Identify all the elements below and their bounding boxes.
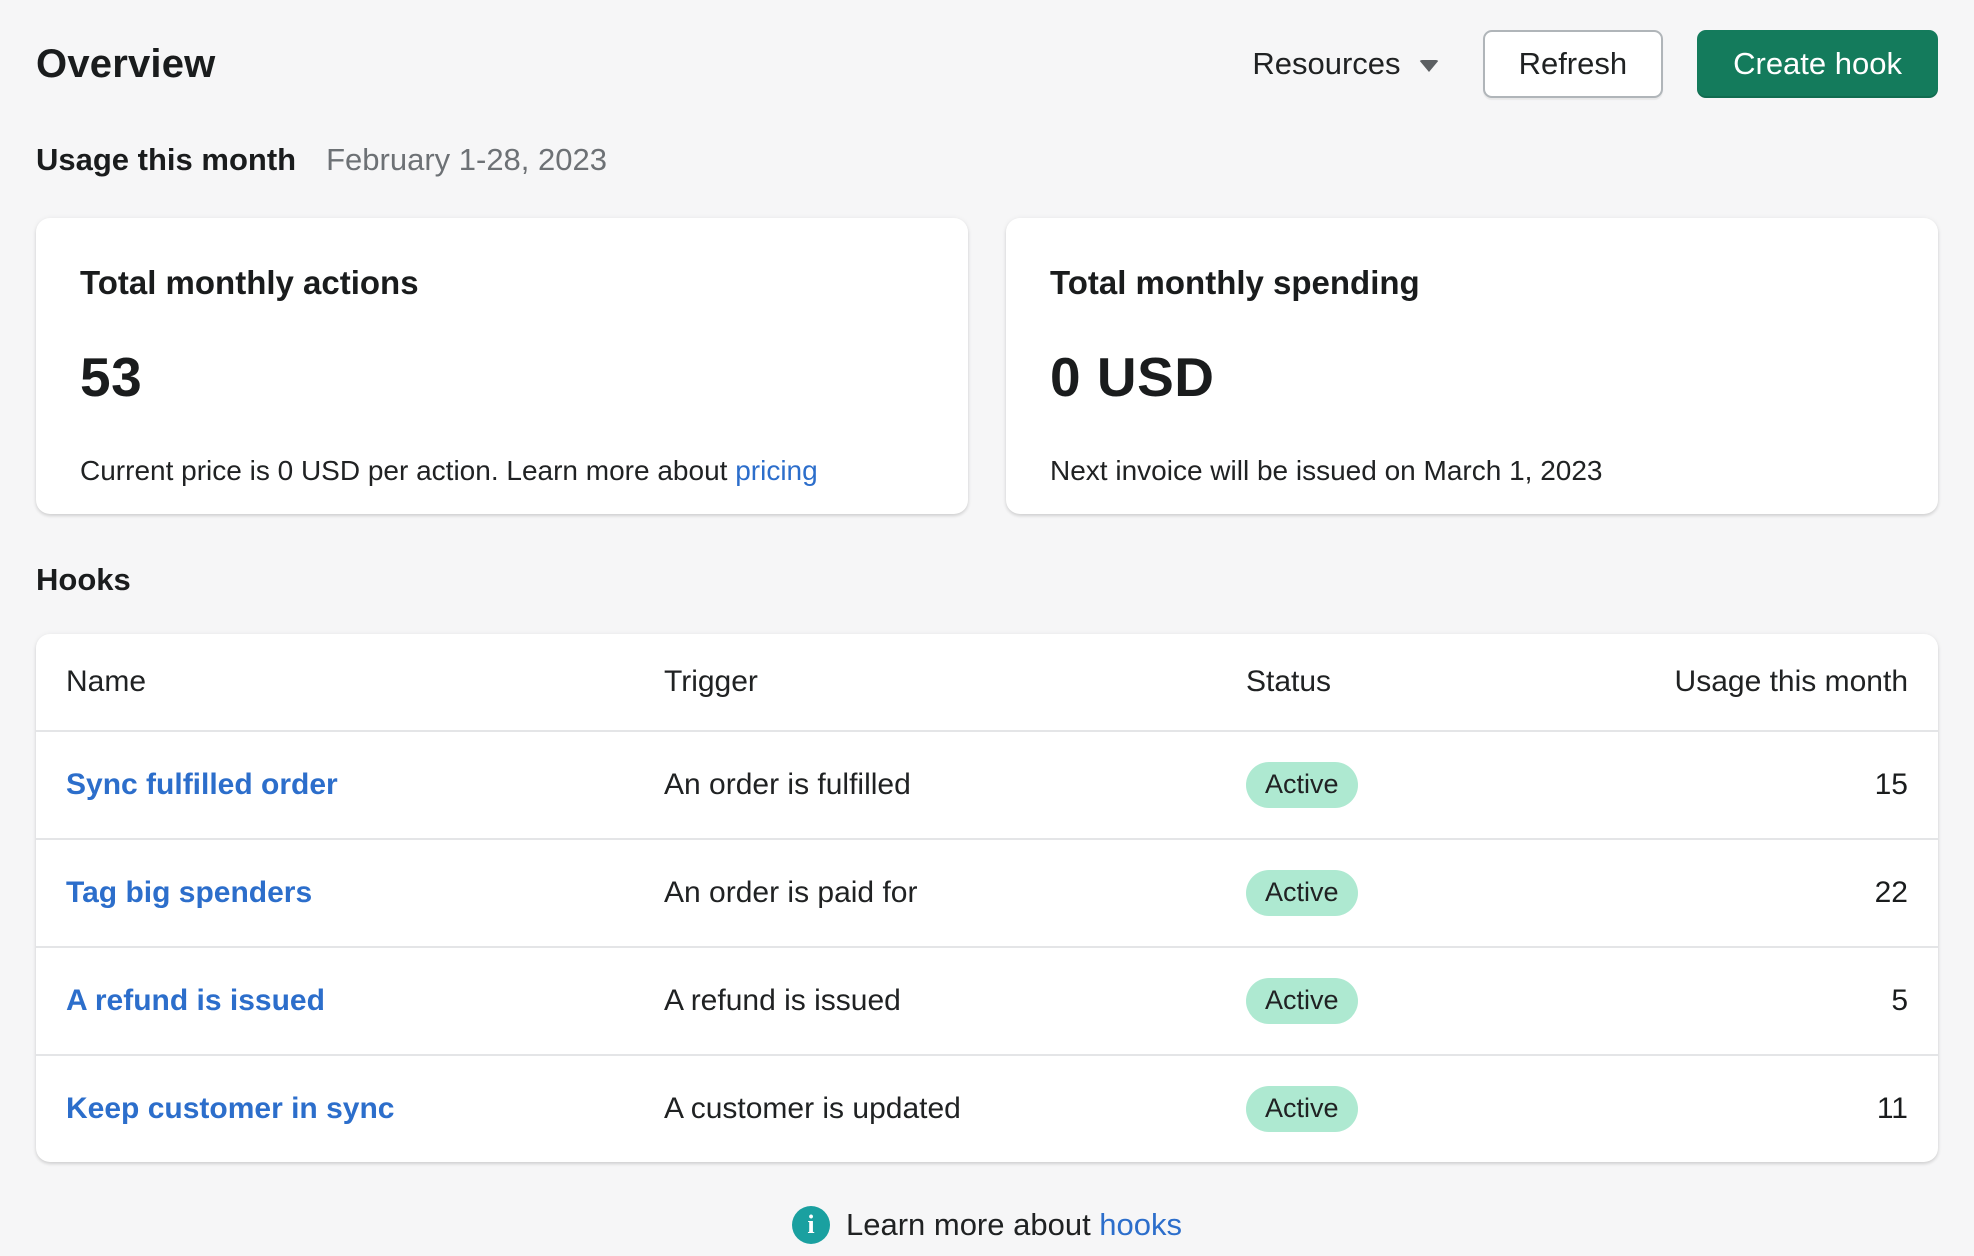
hook-trigger: A customer is updated — [664, 1092, 961, 1125]
card-caption: Next invoice will be issued on March 1, … — [1050, 455, 1603, 486]
hook-trigger: An order is fulfilled — [664, 768, 911, 801]
usage-value: 22 — [1874, 876, 1908, 909]
table-row: A refund is issued A refund is issued Ac… — [36, 946, 1938, 1054]
hooks-heading: Hooks — [36, 562, 131, 597]
total-actions-value: 53 — [80, 346, 143, 408]
status-badge: Active — [1246, 978, 1358, 1024]
table-header-row: Name Trigger Status Usage this month — [36, 634, 1938, 730]
hook-name-link[interactable]: Tag big spenders — [66, 876, 313, 909]
total-spending-value: 0 USD — [1050, 346, 1215, 408]
hook-name-link[interactable]: Keep customer in sync — [66, 1092, 395, 1125]
hook-name-link[interactable]: Sync fulfilled order — [66, 768, 338, 801]
usage-cards: Total monthly actions 53 Current price i… — [36, 218, 1938, 514]
table-header-name: Name — [66, 665, 147, 698]
hooks-link[interactable]: hooks — [1099, 1207, 1183, 1242]
info-icon: i — [791, 1206, 830, 1244]
table-header-trigger: Trigger — [664, 665, 758, 698]
caption-text: Current price is 0 USD per action. Learn… — [80, 455, 736, 486]
create-hook-button[interactable]: Create hook — [1697, 30, 1938, 98]
pricing-link[interactable]: pricing — [735, 455, 818, 486]
resources-button[interactable]: Resources — [1242, 38, 1448, 90]
usage-value: 11 — [1876, 1092, 1908, 1125]
card-caption: Current price is 0 USD per action. Learn… — [80, 455, 924, 487]
total-monthly-spending-card: Total monthly spending 0 USD Next invoic… — [1006, 218, 1938, 514]
hook-trigger: An order is paid for — [664, 876, 918, 909]
table-row: Tag big spenders An order is paid for Ac… — [36, 838, 1938, 946]
table-header-status: Status — [1246, 665, 1332, 698]
hooks-table: Name Trigger Status Usage this month Syn… — [36, 634, 1938, 1162]
page-title: Overview — [36, 41, 216, 86]
status-badge: Active — [1246, 870, 1358, 916]
chevron-down-icon — [1418, 60, 1439, 72]
usage-section-header: Usage this month February 1-28, 2023 — [36, 142, 1938, 178]
card-title: Total monthly actions — [80, 264, 419, 301]
resources-button-label: Resources — [1252, 46, 1401, 81]
footer-text: Learn more about hooks — [846, 1207, 1182, 1243]
total-monthly-actions-card: Total monthly actions 53 Current price i… — [36, 218, 968, 514]
card-title: Total monthly spending — [1050, 264, 1420, 301]
header-actions: Resources Refresh Create hook — [1242, 30, 1938, 98]
hook-name-link[interactable]: A refund is issued — [66, 984, 325, 1017]
status-badge: Active — [1246, 762, 1358, 808]
footer-text-prefix: Learn more about — [845, 1207, 1100, 1242]
hook-trigger: A refund is issued — [664, 984, 901, 1017]
usage-date-range: February 1-28, 2023 — [326, 142, 607, 177]
usage-value: 15 — [1874, 768, 1908, 801]
page-header: Overview Resources Refresh Create hook — [36, 28, 1938, 100]
page-footer: i Learn more about hooks — [36, 1206, 1938, 1244]
status-badge: Active — [1246, 1086, 1358, 1132]
usage-heading: Usage this month — [36, 142, 297, 177]
refresh-button[interactable]: Refresh — [1482, 30, 1664, 98]
table-header-usage: Usage this month — [1674, 665, 1908, 698]
table-row: Sync fulfilled order An order is fulfill… — [36, 730, 1938, 838]
usage-value: 5 — [1891, 984, 1908, 1017]
table-row: Keep customer in sync A customer is upda… — [36, 1054, 1938, 1162]
